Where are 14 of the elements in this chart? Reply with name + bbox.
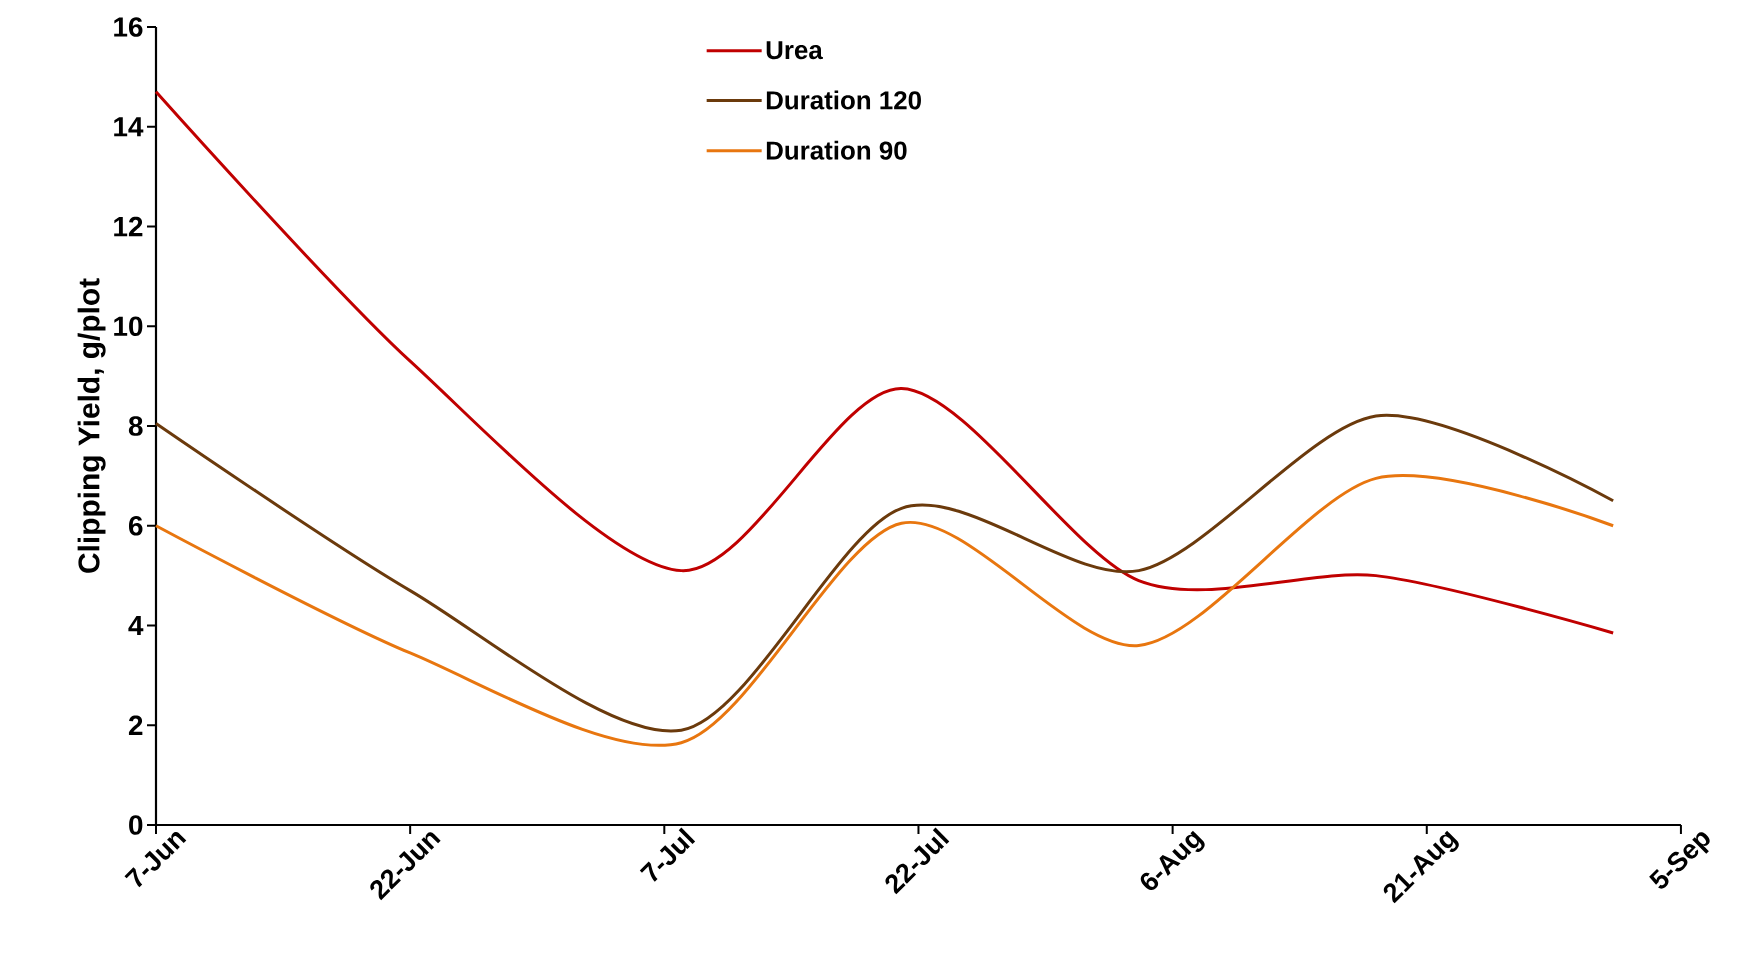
y-axis-title: Clipping Yield, g/plot: [77, 278, 106, 573]
y-tick-label: 14: [114, 117, 144, 137]
line-series: [154, 414, 1615, 733]
y-tick-label: 2: [128, 715, 143, 735]
y-tick-label: 12: [114, 216, 143, 237]
legend-label: Urea: [766, 41, 823, 60]
legend-label: Duration 120: [766, 90, 921, 110]
y-tick-label: 16: [114, 17, 143, 37]
line-series: [154, 90, 1615, 635]
legend-label: Duration 90: [766, 140, 907, 160]
y-tick-label: 6: [128, 515, 143, 536]
y-tick-label: 10: [114, 316, 143, 337]
y-tick-label: 4: [128, 615, 144, 636]
y-tick-label: 8: [128, 416, 143, 436]
